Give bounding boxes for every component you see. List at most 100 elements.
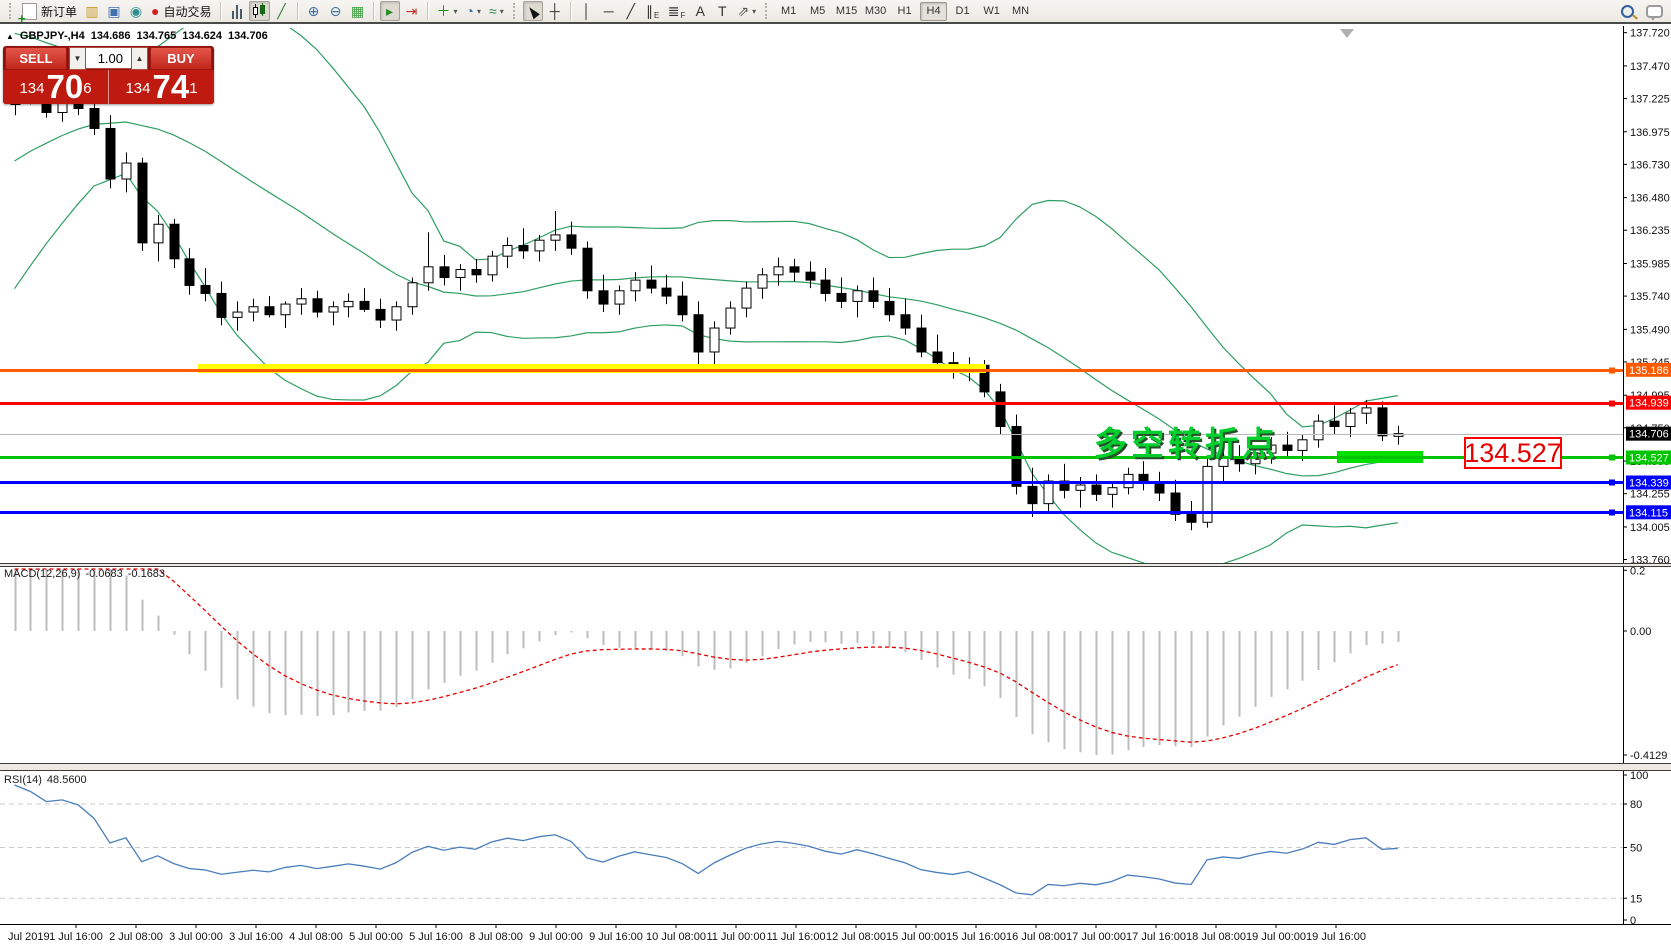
timeframe-button-w1[interactable]: W1: [983, 5, 1000, 17]
timeframe-button-m30[interactable]: M30: [864, 5, 887, 17]
auto-scroll-button[interactable]: ▸: [379, 1, 400, 21]
macd-signal-line: [14, 568, 1399, 743]
horizontal-line-tool-button[interactable]: ─: [599, 1, 619, 21]
indicators-button[interactable]: ≈ ▾: [486, 1, 507, 21]
time-axis-label[interactable]: 5 Jul 00:00: [349, 931, 403, 943]
time-axis-label[interactable]: 15 Jul 00:00: [886, 931, 946, 943]
signal-button[interactable]: ◉: [126, 1, 146, 21]
toolbar-grip[interactable]: [9, 3, 13, 19]
sell-price[interactable]: 134 70 6: [3, 70, 109, 104]
time-axis-label[interactable]: 8 Jul 08:00: [469, 931, 523, 943]
toolbar-separator: [372, 2, 375, 20]
time-axis-label[interactable]: 11 Jul 16:00: [766, 931, 825, 943]
time-axis-label[interactable]: 9 Jul 16:00: [589, 931, 643, 943]
timeframe-button-h1[interactable]: H1: [897, 5, 912, 17]
candlestick-chart-button[interactable]: [248, 1, 270, 21]
time-axis-label[interactable]: 15 Jul 16:00: [946, 931, 1006, 943]
timeframe-button-h4[interactable]: H4: [920, 1, 948, 21]
tile-windows-icon: ▦: [350, 3, 365, 19]
arrows-tool-icon: ⇗: [737, 3, 750, 19]
toolbar-separator: [296, 2, 299, 20]
candle-body: [820, 279, 831, 294]
signal-icon: ◉: [129, 3, 143, 19]
tile-windows-button[interactable]: ▦: [348, 1, 368, 21]
price-callout-label[interactable]: 134.527: [1464, 437, 1562, 469]
text-tool-button[interactable]: A: [690, 1, 710, 21]
candle-body: [852, 290, 863, 302]
time-axis-label[interactable]: Jul 2019: [8, 931, 50, 943]
chart-shift-button[interactable]: ⇥: [402, 1, 422, 21]
new-chart-button[interactable]: ＋ ▾: [434, 1, 461, 21]
time-axis-label[interactable]: 19 Jul 16:00: [1306, 931, 1366, 943]
support-line-lower-marker: [1609, 509, 1615, 516]
text-label-tool-button[interactable]: T: [712, 1, 732, 21]
macd-panel[interactable]: [14, 568, 1400, 755]
new-order-button[interactable]: 新订单: [18, 1, 80, 24]
time-axis-label[interactable]: 1 Jul 16:00: [49, 931, 103, 943]
time-axis-label[interactable]: 4 Jul 08:00: [289, 931, 343, 943]
chart-background[interactable]: [0, 26, 1671, 949]
vertical-line-tool-button[interactable]: │: [577, 1, 597, 21]
zoom-in-button[interactable]: ⊕: [304, 1, 324, 21]
timeframe-button-m1[interactable]: M1: [780, 5, 797, 17]
autotrading-button[interactable]: ● 自动交易: [148, 1, 214, 21]
time-axis-label[interactable]: 12 Jul 08:00: [826, 931, 886, 943]
search-button[interactable]: [1618, 1, 1641, 21]
arrows-tool-button[interactable]: ⇗ ▾: [734, 1, 759, 21]
timeframe-button-d1[interactable]: D1: [955, 5, 970, 17]
yellow-supply-zone[interactable]: [198, 364, 986, 373]
time-axis-label[interactable]: 10 Jul 08:00: [646, 931, 706, 943]
time-axis-label[interactable]: 17 Jul 00:00: [1066, 931, 1126, 943]
time-axis-label[interactable]: 18 Jul 08:00: [1186, 931, 1246, 943]
volume-increase-button[interactable]: ▲: [131, 47, 148, 70]
bar-chart-button[interactable]: [227, 1, 247, 21]
support-line-upper-axis-label-bg: [1626, 475, 1671, 490]
terminal-button[interactable]: ▣: [104, 1, 124, 21]
candle-body: [789, 266, 800, 273]
indicators-icon: ≈: [489, 3, 497, 19]
chart-window-button[interactable]: ▥: [82, 1, 102, 21]
candle-body: [264, 306, 275, 316]
crosshair-tool-button[interactable]: ┼: [545, 1, 565, 21]
sell-button[interactable]: SELL: [5, 47, 67, 70]
toolbar-grip[interactable]: [512, 3, 517, 19]
time-axis-label[interactable]: 2 Jul 08:00: [109, 931, 163, 943]
line-chart-button[interactable]: ╱: [272, 1, 292, 21]
time-axis-label[interactable]: 17 Jul 16:00: [1126, 931, 1186, 943]
candle-body: [630, 279, 641, 292]
volume-input[interactable]: 1.00: [86, 47, 131, 69]
candle-body: [216, 292, 227, 318]
time-axis-label[interactable]: 11 Jul 00:00: [706, 931, 765, 943]
profiles-button[interactable]: ◔ ▾: [463, 1, 484, 21]
time-axis-label[interactable]: 9 Jul 00:00: [529, 931, 583, 943]
time-axis-label[interactable]: 5 Jul 16:00: [409, 931, 463, 943]
buy-button[interactable]: BUY: [150, 47, 212, 70]
timeframe-button-m5[interactable]: M5: [809, 5, 826, 17]
time-axis-label[interactable]: 16 Jul 08:00: [1006, 931, 1066, 943]
panel-divider[interactable]: [0, 563, 1671, 567]
candle-body: [1282, 444, 1293, 451]
candle-body: [868, 290, 879, 302]
time-axis-label[interactable]: 3 Jul 00:00: [169, 931, 223, 943]
turning-point-annotation[interactable]: 多空转折点: [1094, 425, 1279, 462]
rsi-name: RSI(14): [4, 774, 42, 786]
time-axis-label[interactable]: 3 Jul 16:00: [229, 931, 283, 943]
timeframe-button-m15[interactable]: M15: [835, 5, 858, 17]
toolbar-grip[interactable]: [765, 3, 769, 19]
rsi-panel[interactable]: [0, 784, 1623, 899]
chat-button[interactable]: [1643, 1, 1666, 21]
panel-divider[interactable]: [0, 763, 1671, 771]
channel-tool-button[interactable]: ∥ E: [643, 1, 663, 21]
toolbar-separator: [219, 2, 222, 20]
zoom-out-button[interactable]: ⊖: [326, 1, 346, 21]
time-axis-label[interactable]: 19 Jul 00:00: [1246, 931, 1306, 943]
buy-price[interactable]: 134 74 1: [109, 70, 214, 104]
volume-decrease-button[interactable]: ▼: [69, 47, 86, 70]
trendline-tool-button[interactable]: ╱: [621, 1, 641, 21]
rsi-line: [14, 784, 1398, 896]
buy-price-big: 74: [152, 68, 190, 105]
timeframe-button-mn[interactable]: MN: [1012, 5, 1030, 17]
fibonacci-tool-button[interactable]: ≣ F: [665, 1, 689, 21]
cursor-tool-button[interactable]: [522, 1, 543, 21]
